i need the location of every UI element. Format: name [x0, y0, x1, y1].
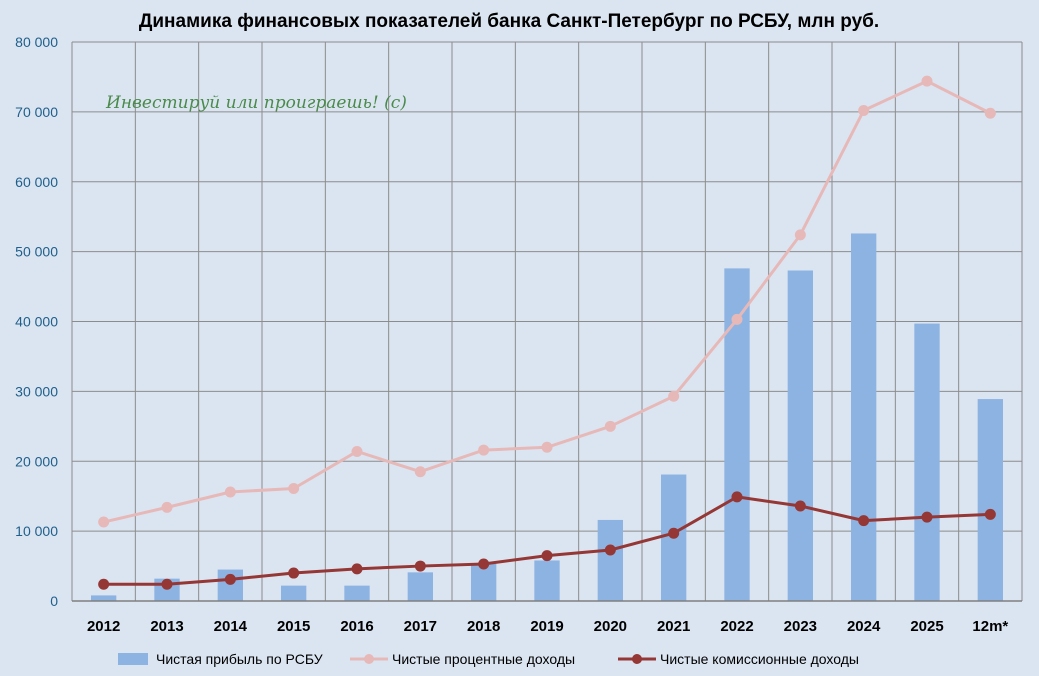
point-net-interest-income: [224, 486, 236, 498]
point-net-interest-income: [984, 107, 996, 119]
point-net-interest-income: [351, 445, 363, 457]
x-tick-label: 2013: [150, 618, 183, 635]
x-tick-label: 2025: [910, 618, 943, 635]
point-net-commission-income: [414, 560, 426, 572]
point-net-interest-income: [414, 466, 426, 478]
point-net-commission-income: [478, 558, 490, 570]
point-net-commission-income: [351, 563, 363, 575]
x-tick-label: 2014: [214, 618, 248, 635]
legend-swatch-marker: [632, 654, 642, 664]
point-net-interest-income: [541, 441, 553, 453]
point-net-commission-income: [161, 578, 173, 590]
chart-title: Динамика финансовых показателей банка Са…: [139, 11, 879, 32]
bar-net-profit: [344, 585, 370, 601]
y-tick-label: 60 000: [15, 174, 58, 190]
bar-net-profit: [787, 270, 813, 601]
point-net-commission-income: [858, 515, 870, 527]
point-net-commission-income: [794, 500, 806, 512]
point-net-interest-income: [731, 313, 743, 325]
x-tick-label: 2021: [657, 618, 690, 635]
watermark-annotation: Инвестируй или проиграешь! (c): [105, 93, 407, 113]
x-tick-label: 2012: [87, 618, 120, 635]
point-net-commission-income: [731, 491, 743, 503]
point-net-interest-income: [858, 104, 870, 116]
legend-label: Чистые процентные доходы: [392, 651, 575, 667]
y-tick-label: 10 000: [15, 523, 58, 539]
x-tick-label: 2023: [784, 618, 817, 635]
x-tick-label: 2017: [404, 618, 437, 635]
x-tick-label: 2016: [340, 618, 373, 635]
legend-label: Чистая прибыль по РСБУ: [156, 651, 323, 667]
bar-net-profit: [407, 572, 433, 601]
bar-net-profit: [91, 595, 117, 601]
grid-layer: [71, 41, 1023, 602]
point-net-commission-income: [98, 578, 110, 590]
x-tick-label: 2018: [467, 618, 500, 635]
point-net-interest-income: [921, 75, 933, 87]
bar-net-profit: [597, 519, 623, 601]
legend-swatch-marker: [364, 654, 374, 664]
bar-net-profit: [471, 563, 497, 601]
y-tick-label: 80 000: [15, 34, 58, 50]
point-net-interest-income: [668, 390, 680, 402]
x-tick-label: 2024: [847, 618, 881, 635]
legend-swatch-bar: [118, 653, 148, 665]
bar-net-profit: [851, 233, 877, 601]
point-net-commission-income: [921, 511, 933, 523]
bar-net-profit: [281, 585, 307, 601]
y-tick-label: 40 000: [15, 314, 58, 330]
point-net-interest-income: [98, 516, 110, 528]
legend: Чистая прибыль по РСБУ Чистые процентные …: [118, 651, 859, 667]
point-net-commission-income: [224, 573, 236, 585]
point-net-commission-income: [604, 544, 616, 556]
x-tick-label: 12m*: [972, 618, 1008, 635]
legend-label: Чистые комиссионные доходы: [660, 651, 859, 667]
y-tick-label: 0: [50, 593, 58, 609]
lines-layer: [98, 75, 996, 590]
point-net-commission-income: [288, 567, 300, 579]
point-net-interest-income: [478, 444, 490, 456]
y-tick-label: 20 000: [15, 453, 58, 469]
point-net-interest-income: [288, 483, 300, 495]
bars-layer: [91, 233, 1003, 601]
x-tick-label: 2019: [530, 618, 563, 635]
axis-layer: 0 10 000 20 000 30 000 40 000 50 000 60 000 70 …: [15, 34, 1022, 635]
point-net-commission-income: [668, 527, 680, 539]
x-tick-label: 2022: [720, 618, 753, 635]
point-net-interest-income: [604, 420, 616, 432]
bar-net-profit: [977, 399, 1003, 601]
point-net-interest-income: [794, 229, 806, 241]
y-tick-label: 50 000: [15, 244, 58, 260]
bar-net-profit: [534, 560, 560, 601]
y-tick-label: 70 000: [15, 104, 58, 120]
point-net-interest-income: [161, 501, 173, 513]
point-net-commission-income: [984, 508, 996, 520]
bar-net-profit: [914, 323, 940, 601]
point-net-commission-income: [541, 550, 553, 562]
y-tick-label: 30 000: [15, 383, 58, 399]
x-tick-label: 2020: [594, 618, 627, 635]
x-tick-label: 2015: [277, 618, 310, 635]
